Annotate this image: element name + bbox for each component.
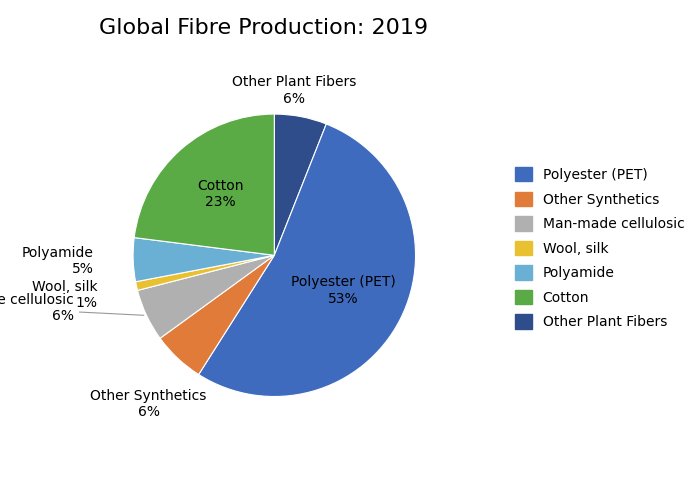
Wedge shape <box>136 255 274 291</box>
Title: Global Fibre Production: 2019: Global Fibre Production: 2019 <box>99 18 428 38</box>
Text: 6%: 6% <box>283 92 305 106</box>
Text: Other Plant Fibers: Other Plant Fibers <box>232 75 356 89</box>
Text: Other Synthetics
6%: Other Synthetics 6% <box>90 389 207 419</box>
Wedge shape <box>134 114 274 255</box>
Wedge shape <box>274 114 326 255</box>
Wedge shape <box>133 238 274 282</box>
Text: Wool, silk
1%: Wool, silk 1% <box>32 280 98 310</box>
Text: Polyamide
5%: Polyamide 5% <box>22 246 94 276</box>
Legend: Polyester (PET), Other Synthetics, Man-made cellulosic, Wool, silk, Polyamide, C: Polyester (PET), Other Synthetics, Man-m… <box>510 161 685 335</box>
Text: Man-made cellulosic
6%: Man-made cellulosic 6% <box>0 293 144 323</box>
Wedge shape <box>138 255 274 338</box>
Text: Cotton
23%: Cotton 23% <box>197 179 243 209</box>
Wedge shape <box>199 124 416 397</box>
Text: Polyester (PET)
53%: Polyester (PET) 53% <box>291 275 396 306</box>
Wedge shape <box>160 255 274 375</box>
